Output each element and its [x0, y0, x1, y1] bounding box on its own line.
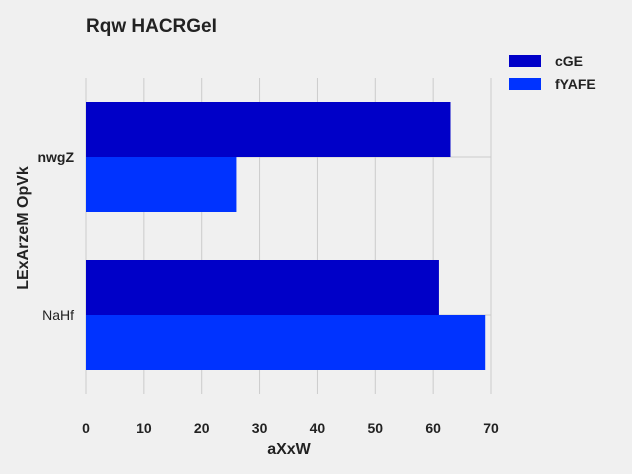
y-tick-label: NaHf: [42, 307, 74, 323]
chart-title: Rqw HACRGeI: [86, 16, 217, 37]
x-tick-label: 0: [82, 420, 90, 436]
y-axis-ticks: NaHf nwgZ: [37, 149, 74, 323]
bar-cGE-nwgZ: [86, 102, 451, 157]
legend: cGE fYAFE: [509, 53, 596, 92]
y-tick-label: nwgZ: [37, 149, 74, 165]
y-axis-title: LExArzeM OpVk: [15, 166, 32, 290]
x-axis-ticks: 0 10 20 30 40 50 60 70: [82, 420, 499, 436]
x-tick-label: 40: [310, 420, 326, 436]
x-tick-label: 10: [136, 420, 152, 436]
x-tick-label: 20: [194, 420, 210, 436]
bar-fYAFE-NaHf: [86, 315, 486, 370]
x-tick-label: 70: [483, 420, 499, 436]
bar-cGE-NaHf: [86, 260, 439, 315]
bars: [86, 102, 486, 370]
x-tick-label: 50: [367, 420, 383, 436]
bar-fYAFE-nwgZ: [86, 157, 237, 212]
legend-label: fYAFE: [555, 76, 596, 92]
x-axis-title: aXxW: [267, 441, 311, 458]
legend-label: cGE: [555, 53, 583, 69]
legend-swatch-fYAFE: [509, 78, 541, 90]
legend-swatch-cGE: [509, 55, 541, 67]
x-tick-label: 30: [252, 420, 268, 436]
x-tick-label: 60: [425, 420, 441, 436]
